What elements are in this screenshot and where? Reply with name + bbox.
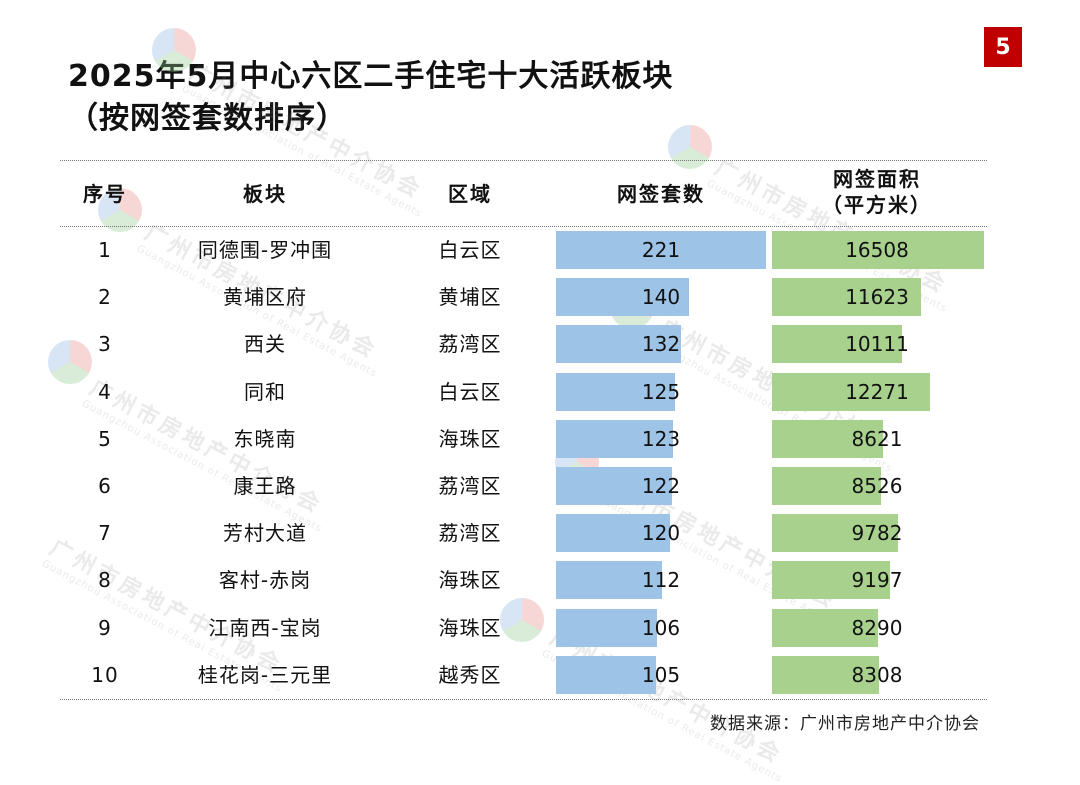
- area-label: 16508: [845, 238, 909, 262]
- header-area: 网签面积 （平方米）: [772, 166, 982, 218]
- header-area-line-2: （平方米）: [822, 193, 932, 217]
- rank-cell: 4: [98, 379, 112, 404]
- district-cell: 荔湾区: [438, 332, 502, 357]
- district-cell: 越秀区: [438, 662, 502, 687]
- district-cell: 海珠区: [438, 615, 502, 640]
- count-bar: [556, 372, 675, 411]
- count-bar: [556, 325, 682, 364]
- count-label: 120: [641, 521, 681, 546]
- count-label: 125: [641, 379, 681, 404]
- header-count: 网签套数: [617, 182, 705, 206]
- count-bar: [556, 278, 690, 317]
- count-label: 132: [641, 332, 681, 357]
- header-block: 板块: [243, 182, 287, 206]
- area-bar: [772, 325, 902, 364]
- count-label: 221: [641, 238, 681, 262]
- header-rank: 序号: [83, 182, 127, 206]
- district-cell: 海珠区: [438, 426, 502, 451]
- title-line-1: 2025年5月中心六区二手住宅十大活跃板块: [68, 59, 674, 94]
- rank-cell: 5: [98, 426, 112, 451]
- area-label: 12271: [845, 379, 909, 404]
- area-bar: [772, 372, 930, 411]
- district-cell: 白云区: [438, 379, 502, 404]
- area-label: 10111: [845, 332, 909, 357]
- count-label: 106: [641, 615, 681, 640]
- district-cell: 荔湾区: [438, 521, 502, 546]
- area-bar: [772, 655, 879, 694]
- rank-cell: 6: [98, 474, 112, 498]
- count-label: 122: [641, 474, 681, 498]
- table-top-rule: [60, 160, 987, 161]
- district-cell: 黄埔区: [438, 285, 502, 310]
- count-bar: [556, 514, 671, 553]
- rank-cell: 10: [91, 662, 119, 687]
- district-cell: 海珠区: [438, 568, 502, 593]
- count-bar: [556, 231, 766, 269]
- block-cell: 西关: [244, 332, 286, 357]
- area-bar: [772, 231, 984, 269]
- district-cell: 荔湾区: [438, 474, 502, 498]
- area-label: 8526: [851, 474, 903, 498]
- area-bar: [772, 467, 882, 505]
- area-bar: [772, 278, 922, 317]
- title-line-2: （按网签套数排序）: [68, 101, 347, 136]
- page-number-badge: 5: [984, 27, 1022, 67]
- header-area-line-1: 网签面积: [833, 167, 921, 191]
- area-label: 8308: [851, 662, 903, 687]
- block-cell: 江南西-宝岗: [208, 615, 322, 640]
- area-bar: [772, 561, 891, 600]
- block-cell: 东晓南: [233, 426, 297, 451]
- block-cell: 同和: [244, 379, 286, 404]
- area-label: 8621: [851, 426, 903, 451]
- count-bar: [556, 655, 656, 694]
- rank-cell: 2: [98, 285, 112, 310]
- count-label: 105: [641, 662, 681, 687]
- count-label: 140: [641, 285, 681, 310]
- area-bar: [772, 608, 879, 647]
- block-cell: 客村-赤岗: [218, 568, 312, 593]
- block-cell: 黄埔区府: [223, 285, 307, 310]
- page-title: 2025年5月中心六区二手住宅十大活跃板块 （按网签套数排序）: [68, 56, 948, 140]
- table-bottom-rule: [60, 699, 987, 700]
- count-label: 112: [641, 568, 681, 593]
- block-cell: 桂花岗-三元里: [197, 662, 333, 687]
- rank-cell: 1: [98, 238, 112, 262]
- area-label: 8290: [851, 615, 903, 640]
- rank-cell: 3: [98, 332, 112, 357]
- rank-cell: 9: [98, 615, 112, 640]
- area-bar: [772, 419, 883, 458]
- rank-cell: 8: [98, 568, 112, 593]
- block-cell: 同德围-罗冲围: [197, 238, 333, 262]
- header-district: 区域: [448, 182, 492, 206]
- count-bar: [556, 561, 663, 600]
- count-label: 123: [641, 426, 681, 451]
- area-label: 9197: [851, 568, 903, 593]
- count-bar: [556, 608, 657, 647]
- area-bar: [772, 514, 898, 553]
- table-header-rule: [60, 226, 987, 227]
- district-cell: 白云区: [438, 238, 502, 262]
- rank-cell: 7: [98, 521, 112, 546]
- data-source: 数据来源：广州市房地产中介协会: [710, 714, 980, 734]
- area-label: 9782: [851, 521, 903, 546]
- block-cell: 芳村大道: [223, 521, 307, 546]
- count-bar: [556, 467, 672, 505]
- count-bar: [556, 419, 673, 458]
- block-cell: 康王路: [233, 474, 297, 498]
- area-label: 11623: [845, 285, 909, 310]
